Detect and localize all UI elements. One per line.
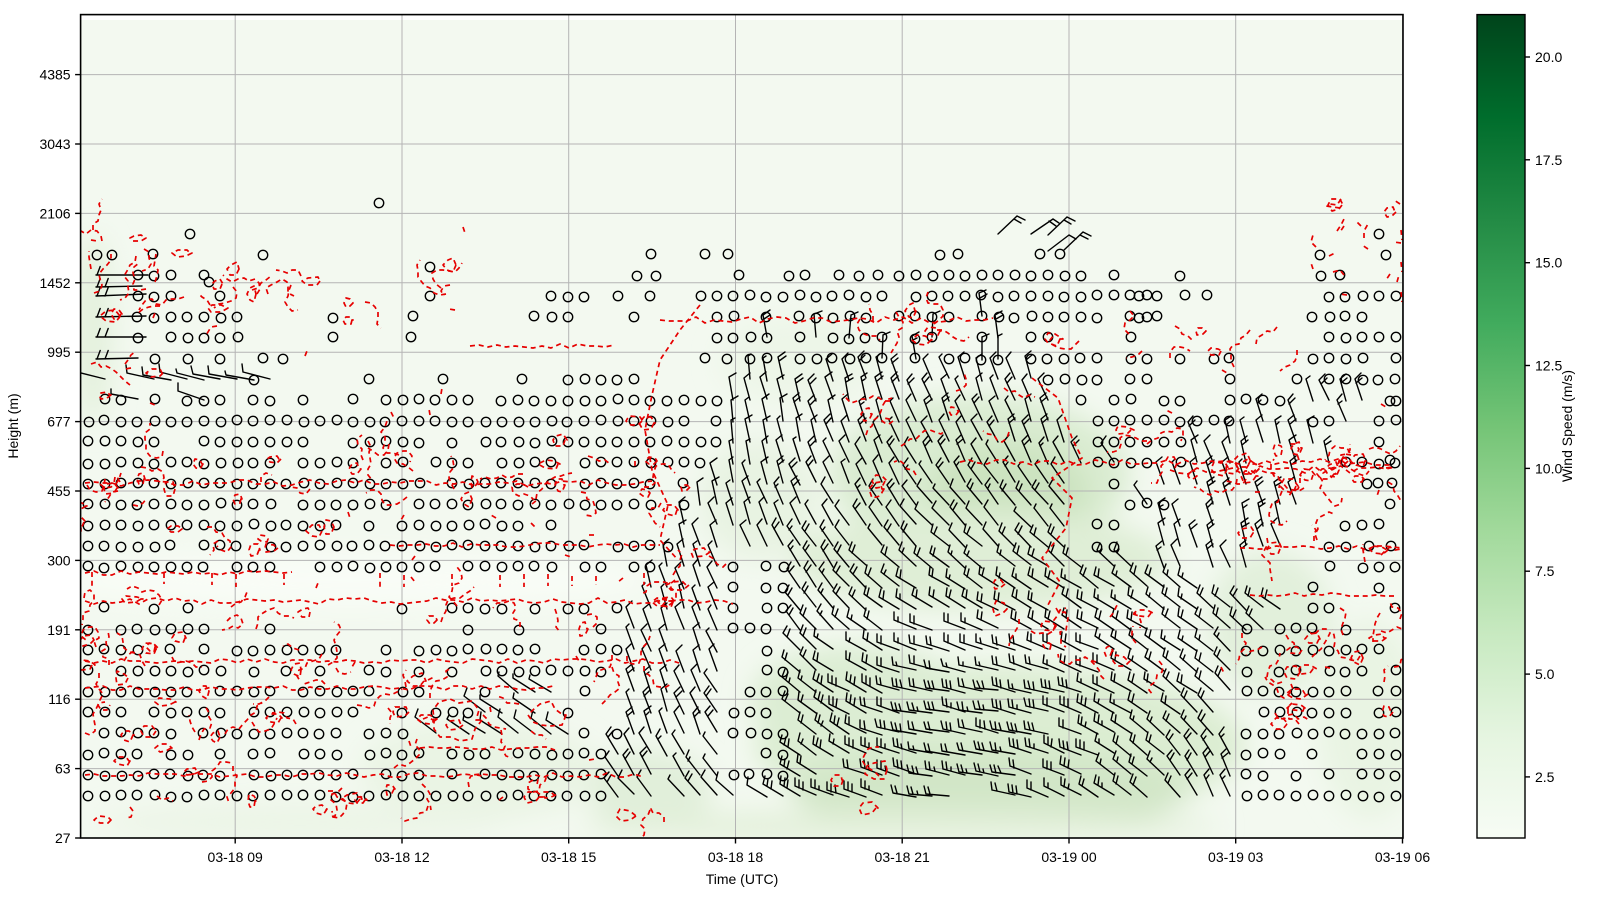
- svg-text:63: 63: [55, 761, 71, 777]
- svg-text:03-18 12: 03-18 12: [374, 849, 429, 865]
- svg-text:4385: 4385: [39, 67, 70, 83]
- svg-text:3043: 3043: [39, 136, 70, 152]
- svg-text:12.5: 12.5: [1535, 358, 1562, 374]
- svg-text:5.0: 5.0: [1535, 666, 1555, 682]
- svg-text:Height (m): Height (m): [5, 393, 21, 458]
- svg-text:191: 191: [47, 622, 71, 638]
- svg-text:Wind Speed (m/s): Wind Speed (m/s): [1559, 370, 1575, 482]
- svg-text:116: 116: [48, 691, 71, 707]
- svg-text:995: 995: [47, 344, 71, 360]
- svg-text:03-18 15: 03-18 15: [541, 849, 596, 865]
- svg-text:677: 677: [47, 414, 71, 430]
- svg-text:2106: 2106: [39, 205, 70, 221]
- svg-text:03-19 03: 03-19 03: [1208, 849, 1263, 865]
- svg-text:1452: 1452: [39, 275, 70, 291]
- svg-text:03-18 21: 03-18 21: [875, 849, 930, 865]
- svg-text:27: 27: [55, 830, 71, 846]
- svg-text:17.5: 17.5: [1535, 152, 1562, 168]
- svg-text:455: 455: [47, 483, 71, 499]
- svg-text:03-19 06: 03-19 06: [1375, 849, 1430, 865]
- svg-text:7.5: 7.5: [1535, 563, 1555, 579]
- svg-text:10.0: 10.0: [1535, 460, 1562, 476]
- svg-text:20.0: 20.0: [1535, 49, 1562, 65]
- svg-text:2.5: 2.5: [1535, 769, 1555, 785]
- svg-text:300: 300: [47, 552, 71, 568]
- svg-text:03-19 00: 03-19 00: [1041, 849, 1096, 865]
- svg-text:15.0: 15.0: [1535, 255, 1562, 271]
- svg-text:Time (UTC): Time (UTC): [706, 871, 779, 887]
- svg-text:03-18 18: 03-18 18: [708, 849, 763, 865]
- svg-text:03-18 09: 03-18 09: [208, 849, 263, 865]
